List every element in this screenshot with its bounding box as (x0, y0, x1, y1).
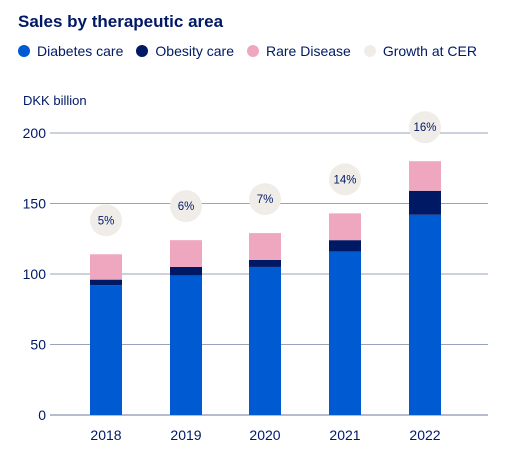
legend-item-growth-at-cer: Growth at CER (363, 43, 477, 59)
bar-obesity-care-2019 (170, 266, 202, 276)
legend-item-diabetes-care: Diabetes care (18, 43, 123, 59)
x-tick-label-2018: 2018 (90, 427, 121, 443)
growth-label-2018: 5% (98, 215, 115, 227)
legend-swatch-growth-at-cer (363, 45, 376, 57)
bar-rare-disease-2022 (409, 161, 441, 191)
growth-label-2019: 6% (178, 201, 195, 213)
y-axis-label: DKK billion (23, 93, 87, 108)
y-tick-label-50: 50 (30, 337, 46, 353)
growth-label-2022: 16% (413, 122, 436, 134)
bar-diabetes-care-2018 (90, 285, 122, 415)
bar-diabetes-care-2021 (329, 251, 361, 415)
growth-bubble-2020 (249, 183, 281, 216)
legend-label-diabetes-care: Diabetes care (37, 43, 124, 59)
bar-rare-disease-2021 (329, 213, 361, 241)
y-tick-label-200: 200 (23, 125, 47, 141)
legend-item-obesity-care: Obesity care (136, 43, 234, 59)
legend-item-rare-disease: Rare Disease (246, 43, 351, 59)
growth-bubble-2018 (90, 204, 122, 237)
y-tick-label-100: 100 (23, 266, 47, 282)
bar-obesity-care-2022 (409, 190, 441, 215)
growth-label-2021: 14% (333, 174, 356, 186)
growth-bubble-2021 (329, 163, 361, 196)
legend-swatch-diabetes-care (18, 45, 30, 57)
legend-label-growth-at-cer: Growth at CER (382, 43, 477, 59)
y-tick-label-0: 0 (38, 407, 46, 423)
bar-diabetes-care-2022 (409, 214, 441, 415)
bar-rare-disease-2020 (249, 233, 281, 260)
x-tick-label-2019: 2019 (170, 427, 201, 443)
chart-legend: Diabetes care Obesity care Rare Disease … (18, 43, 490, 59)
bar-diabetes-care-2019 (170, 275, 202, 415)
bar-rare-disease-2018 (90, 254, 122, 280)
legend-label-rare-disease: Rare Disease (265, 43, 351, 59)
x-tick-label-2021: 2021 (329, 427, 360, 443)
bar-obesity-care-2018 (90, 279, 122, 286)
legend-label-obesity-care: Obesity care (155, 43, 234, 59)
bar-obesity-care-2020 (249, 259, 281, 267)
chart-title: Sales by therapeutic area (18, 12, 224, 31)
bar-diabetes-care-2020 (249, 266, 281, 415)
x-tick-label-2020: 2020 (249, 427, 280, 443)
growth-bubble-2019 (170, 190, 202, 223)
growth-bubble-2022 (409, 111, 441, 144)
growth-label-2020: 7% (257, 194, 274, 206)
bar-obesity-care-2021 (329, 240, 361, 252)
y-tick-label-150: 150 (23, 196, 47, 212)
x-tick-label-2022: 2022 (409, 427, 440, 443)
bar-rare-disease-2019 (170, 240, 202, 267)
legend-swatch-obesity-care (136, 45, 149, 57)
legend-swatch-rare-disease (246, 45, 259, 57)
